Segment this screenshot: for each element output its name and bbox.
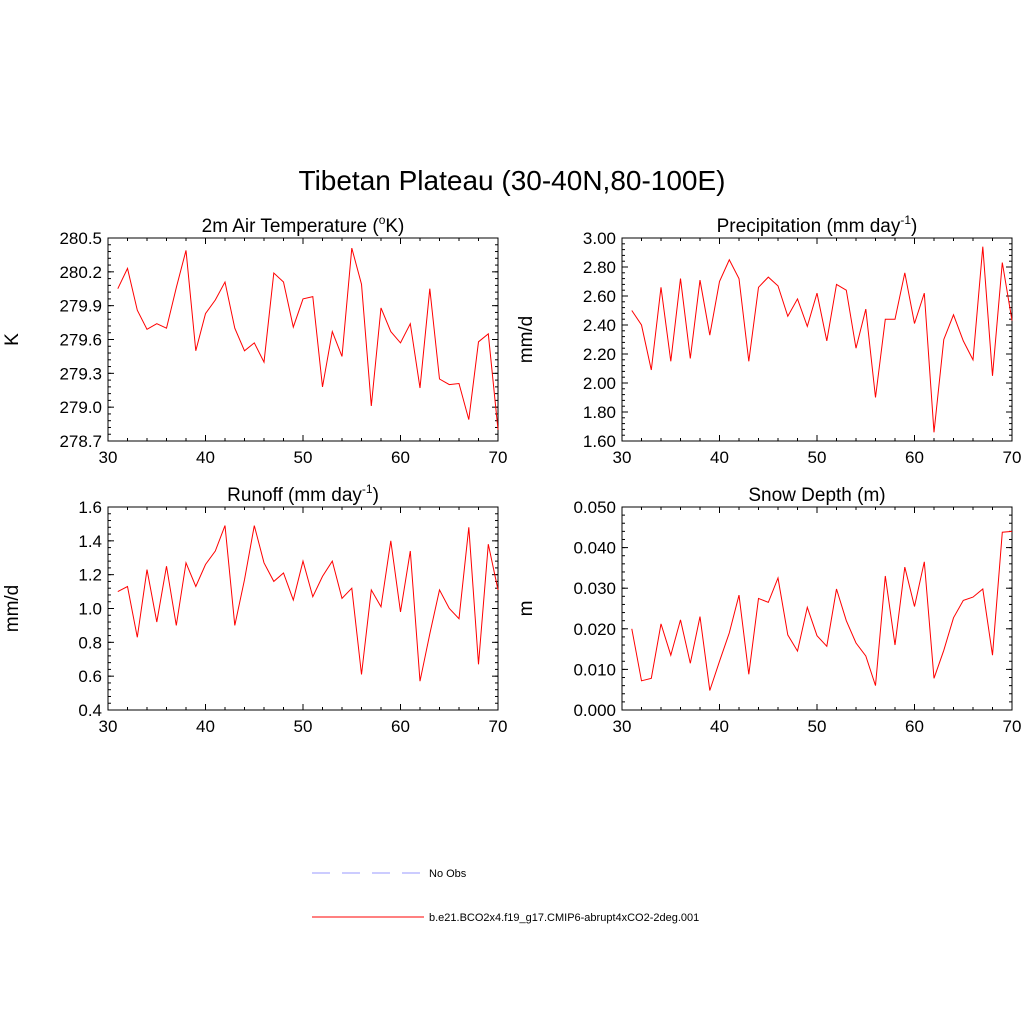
x-tick-label: 50 [294, 717, 313, 736]
y-tick-label: 279.3 [59, 364, 102, 383]
plot-frame [107, 237, 499, 442]
y-tick-label: 0.040 [573, 539, 616, 558]
y-tick-label: 278.7 [59, 432, 102, 451]
y-tick-label: 0.8 [78, 633, 102, 652]
y-axis-label-precipitation: mm/d [516, 316, 537, 364]
panel-precipitation: Precipitation (mm day-1) mm/d 30 40 50 60 70 1.… [516, 213, 1021, 467]
x-tick-label: 30 [613, 717, 632, 736]
y-tick-label: 0.020 [573, 620, 616, 639]
legend-label: b.e21.BCO2x4.f19_g17.CMIP6-abrupt4xCO2-2… [429, 912, 699, 924]
panel-runoff: Runoff (mm day-1) mm/d 30 40 50 60 70 0.4 0.6 0.8… [2, 482, 507, 736]
panel-title-snow-depth: Snow Depth (m) [748, 485, 885, 506]
figure-title: Tibetan Plateau (30-40N,80-100E) [299, 165, 726, 196]
y-tick-label: 279.6 [59, 331, 102, 350]
series-line-precipitation [631, 246, 1013, 433]
y-tick-label: 2.00 [583, 374, 616, 393]
x-tick-label: 30 [99, 448, 118, 467]
y-tick-label: 3.00 [583, 229, 616, 248]
y-tick-label: 1.6 [78, 498, 102, 517]
y-tick-label: 2.20 [583, 345, 616, 364]
legend-entry-2: b.e21.BCO2x4.f19_g17.CMIP6-abrupt4xCO2-2… [312, 912, 699, 924]
x-tick-label: 60 [905, 717, 924, 736]
y-tick-label: 2.80 [583, 258, 616, 277]
x-tick-label: 30 [99, 717, 118, 736]
plot-frame [621, 237, 1013, 442]
x-tick-label: 40 [196, 717, 215, 736]
y-axis-label-runoff: mm/d [2, 585, 23, 633]
y-tick-label: 1.80 [583, 403, 616, 422]
y-tick-label: 2.40 [583, 316, 616, 335]
x-tick-label: 50 [808, 448, 827, 467]
x-tick-label: 60 [391, 717, 410, 736]
series-line-runoff [117, 525, 499, 682]
y-tick-label: 1.4 [78, 532, 102, 551]
panel-temperature: 2m Air Temperature (oK) K 30 40 50 60 70 278.7 2… [2, 213, 507, 467]
x-tick-label: 50 [808, 717, 827, 736]
y-tick-label: 1.60 [583, 432, 616, 451]
x-tick-label: 70 [1003, 717, 1022, 736]
series-line-snow-depth [631, 530, 1013, 691]
y-tick-label: 0.4 [78, 701, 102, 720]
y-tick-label: 280.2 [59, 263, 102, 282]
y-tick-label: 279.9 [59, 297, 102, 316]
panel-title-temperature: 2m Air Temperature (oK) [202, 213, 405, 237]
panel-snow-depth: Snow Depth (m) m 30 40 50 60 70 0.000 0.010 0.020… [516, 485, 1021, 736]
x-tick-label: 70 [1003, 448, 1022, 467]
y-tick-label: 0.050 [573, 498, 616, 517]
y-tick-label: 0.030 [573, 579, 616, 598]
y-tick-label: 0.6 [78, 667, 102, 686]
plot-frame [107, 506, 499, 711]
x-tick-label: 30 [613, 448, 632, 467]
panel-title-precipitation: Precipitation (mm day-1) [717, 213, 918, 237]
y-tick-label: 1.0 [78, 600, 102, 619]
panels: 2m Air Temperature (oK) K 30 40 50 60 70 278.7 2… [2, 213, 1021, 736]
legend-entry-1: No Obs [312, 868, 467, 880]
y-tick-label: 1.2 [78, 566, 102, 585]
legend: No Obs b.e21.BCO2x4.f19_g17.CMIP6-abrupt4… [312, 868, 699, 924]
x-tick-label: 50 [294, 448, 313, 467]
x-tick-label: 40 [710, 717, 729, 736]
y-tick-label: 0.010 [573, 660, 616, 679]
x-tick-label: 60 [905, 448, 924, 467]
panel-title-runoff: Runoff (mm day-1) [227, 482, 379, 506]
x-tick-label: 70 [489, 448, 508, 467]
y-tick-label: 2.60 [583, 287, 616, 306]
legend-label: No Obs [429, 868, 467, 880]
y-tick-label: 279.0 [59, 398, 102, 417]
x-tick-label: 60 [391, 448, 410, 467]
x-tick-label: 40 [196, 448, 215, 467]
x-tick-label: 40 [710, 448, 729, 467]
x-tick-label: 70 [489, 717, 508, 736]
plot-frame [621, 506, 1013, 711]
y-axis-label-snow-depth: m [516, 601, 537, 617]
y-tick-label: 0.000 [573, 701, 616, 720]
series-line-temperature [117, 247, 499, 430]
y-tick-label: 280.5 [59, 229, 102, 248]
y-axis-label-temperature: K [2, 333, 23, 346]
